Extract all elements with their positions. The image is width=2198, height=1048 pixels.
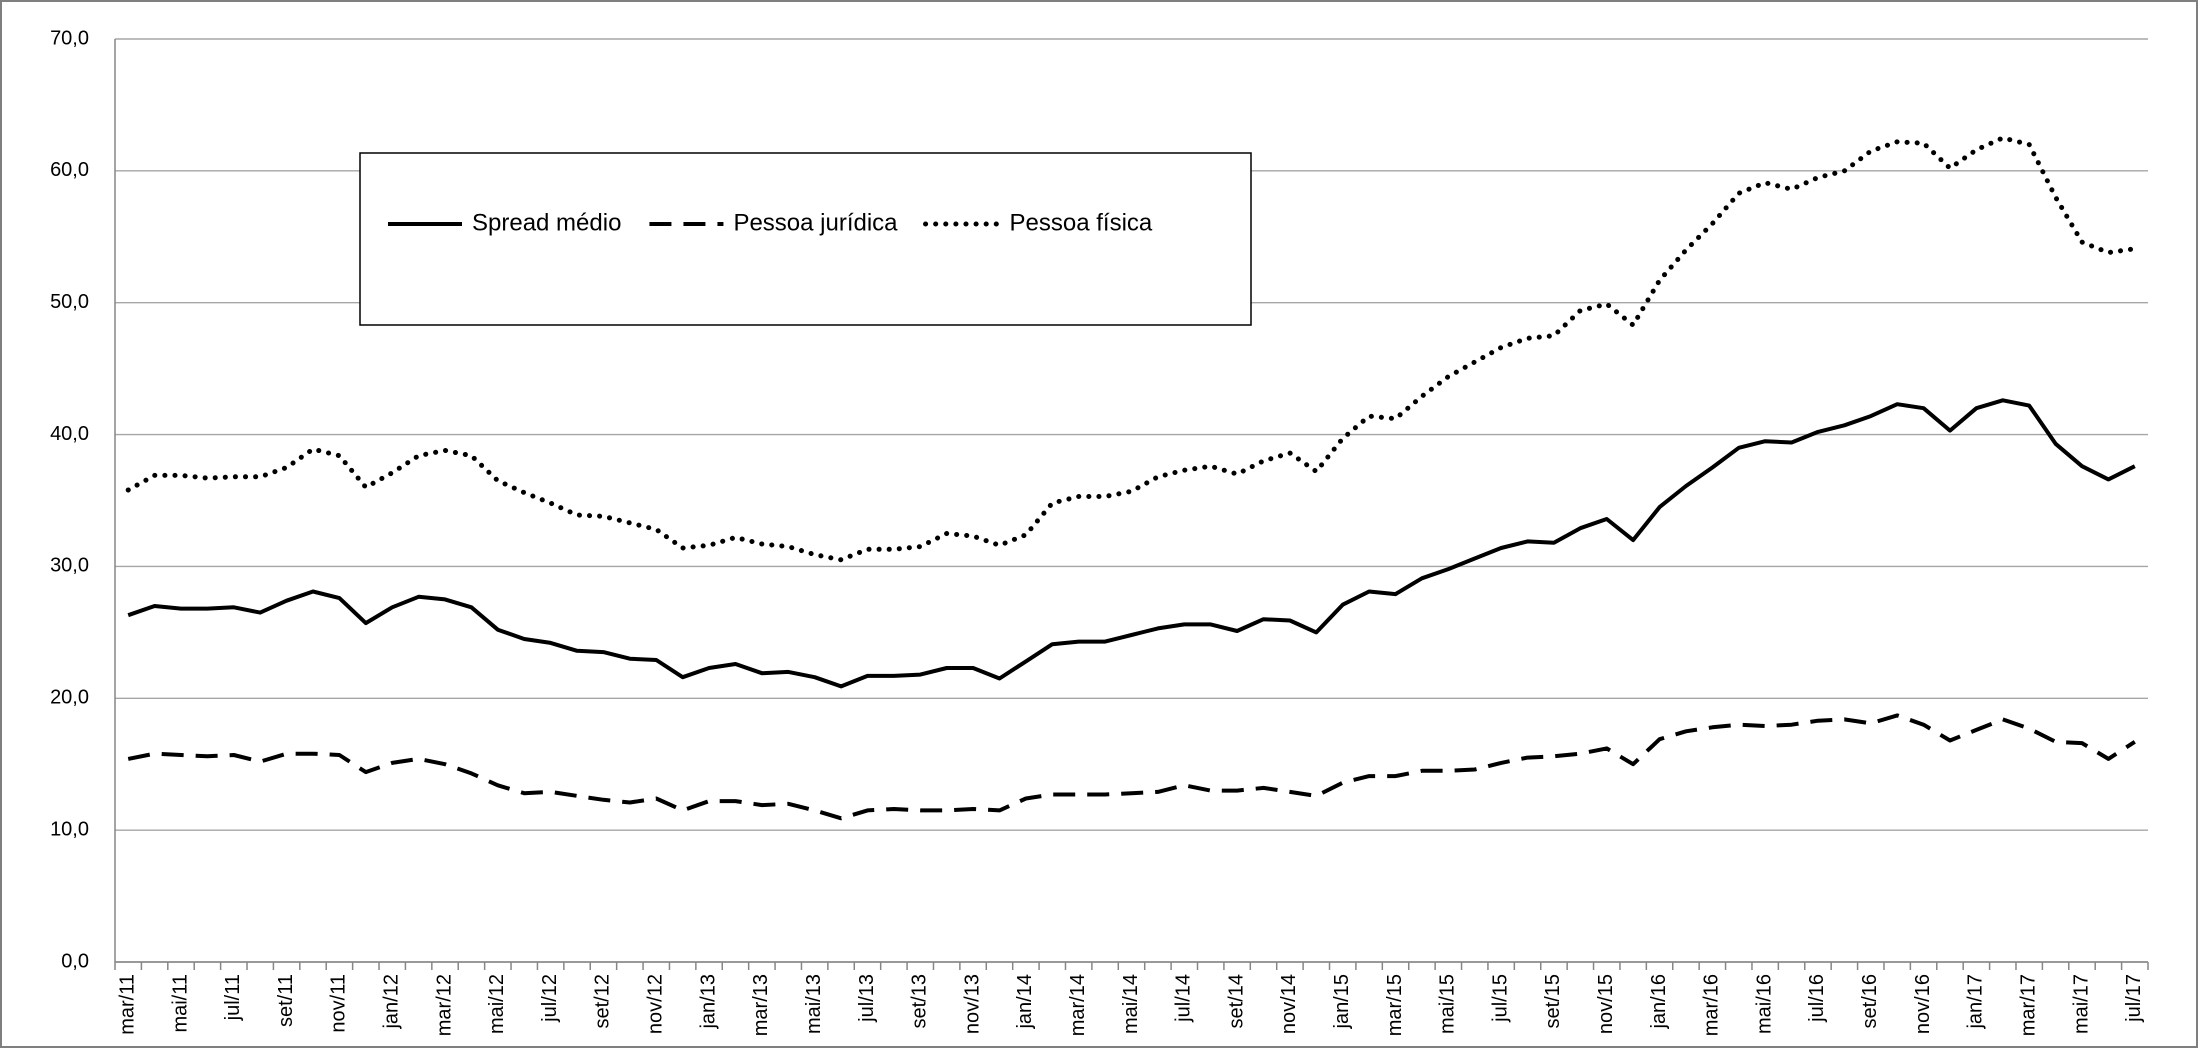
x-tick-label: set/16	[1859, 974, 1881, 1028]
legend-label: Spread médio	[472, 209, 621, 236]
x-tick-label: set/11	[275, 974, 297, 1027]
x-tick-label: jan/13	[697, 974, 719, 1030]
y-tick-label: 70,0	[50, 27, 89, 49]
x-tick-label: jan/14	[1014, 974, 1036, 1030]
x-tick-label: nov/16	[1912, 974, 1934, 1034]
x-tick-label: mai/14	[1120, 974, 1142, 1034]
legend-label: Pessoa física	[1010, 209, 1153, 236]
series-line	[127, 398, 2136, 689]
y-tick-label: 10,0	[50, 818, 89, 840]
x-tick-label: mai/15	[1437, 974, 1459, 1034]
legend-box	[359, 152, 1252, 326]
x-tick-label: nov/15	[1595, 974, 1617, 1034]
x-tick-label: nov/12	[645, 974, 667, 1034]
x-tick-label: mai/12	[486, 974, 508, 1034]
x-tick-label: set/12	[592, 974, 614, 1028]
x-tick-label: jul/11	[222, 974, 244, 1021]
series-line	[127, 713, 2136, 821]
x-tick-label: jul/16	[1806, 974, 1828, 1023]
x-tick-label: jan/12	[381, 974, 403, 1030]
x-tick-label: set/14	[1225, 974, 1247, 1028]
y-tick-label: 50,0	[50, 291, 89, 313]
y-tick-label: 0,0	[61, 950, 89, 972]
x-tick-label: jul/14	[1173, 974, 1195, 1023]
y-tick-label: 30,0	[50, 555, 89, 577]
x-tick-label: mar/13	[750, 974, 772, 1036]
y-tick-label: 20,0	[50, 687, 89, 709]
x-tick-label: jul/17	[2123, 974, 2145, 1023]
x-tick-label: set/13	[909, 974, 931, 1028]
x-tick-label: jan/17	[1965, 974, 1987, 1030]
x-tick-label: jan/15	[1331, 974, 1353, 1030]
x-tick-label: mai/13	[803, 974, 825, 1034]
x-tick-label: mar/12	[433, 974, 455, 1036]
x-tick-label: mai/16	[1753, 974, 1775, 1034]
x-tick-label: nov/11	[328, 974, 350, 1033]
x-tick-label: mar/16	[1701, 974, 1723, 1036]
x-tick-label: jan/16	[1648, 974, 1670, 1030]
x-tick-label: mar/14	[1067, 974, 1089, 1036]
x-tick-label: nov/13	[961, 974, 983, 1034]
x-tick-label: mar/17	[2017, 974, 2039, 1036]
x-tick-label: mai/17	[2070, 974, 2092, 1034]
x-tick-label: mar/15	[1384, 974, 1406, 1036]
y-tick-label: 60,0	[50, 159, 89, 181]
x-tick-label: jul/15	[1489, 974, 1511, 1023]
x-tick-label: mar/11	[116, 974, 138, 1035]
legend-label: Pessoa jurídica	[733, 209, 898, 236]
x-tick-label: jul/13	[856, 974, 878, 1023]
x-tick-label: set/15	[1542, 974, 1564, 1028]
x-tick-label: mai/11	[169, 974, 191, 1033]
x-tick-label: nov/14	[1278, 974, 1300, 1034]
x-tick-label: jul/12	[539, 974, 561, 1023]
y-tick-label: 40,0	[50, 423, 89, 445]
